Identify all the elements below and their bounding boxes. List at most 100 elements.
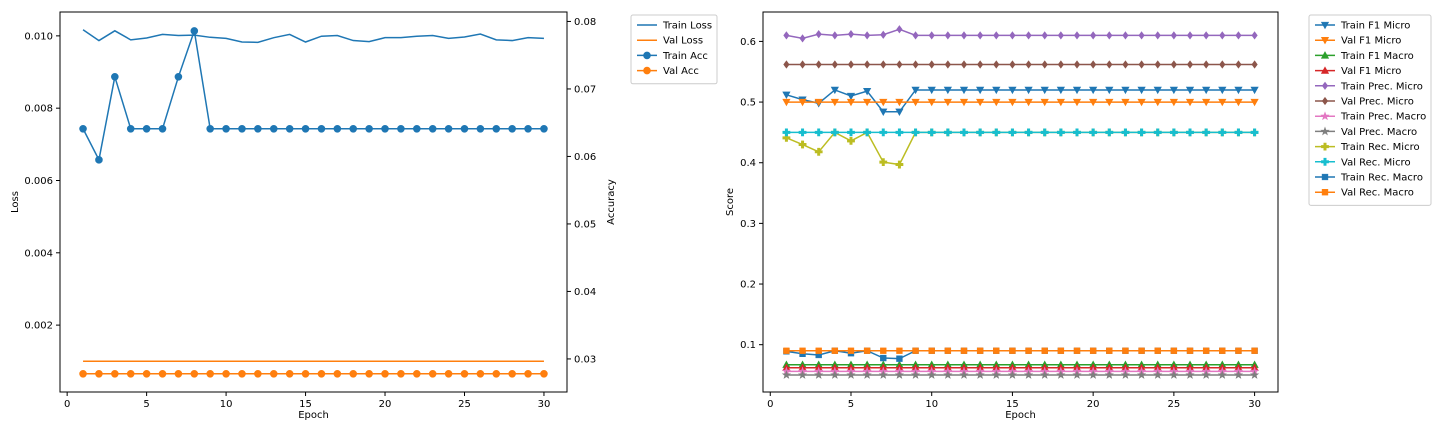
data-point — [862, 370, 872, 379]
data-point — [1234, 98, 1243, 107]
legend-label: Train Prec. Micro — [1340, 81, 1423, 92]
data-point — [976, 347, 984, 354]
data-point — [815, 60, 822, 69]
loss-y-axis-label: Loss — [10, 191, 21, 213]
data-point — [878, 370, 888, 379]
data-point — [174, 72, 183, 81]
data-point — [1219, 31, 1226, 40]
data-point — [1169, 98, 1178, 107]
data-point — [524, 369, 532, 378]
data-point — [1073, 31, 1081, 40]
data-point — [142, 369, 151, 378]
series-val-rec-micro — [782, 128, 1259, 137]
data-point — [783, 60, 790, 69]
data-point — [846, 92, 856, 101]
legend-label: Val Loss — [663, 36, 703, 47]
data-point — [911, 128, 920, 137]
x-tick-label: 0 — [64, 399, 70, 410]
data-point — [879, 158, 888, 167]
data-point — [1218, 86, 1227, 95]
legend-item: Val Prec. Macro — [1315, 126, 1417, 138]
data-point — [783, 347, 790, 354]
data-point — [1008, 86, 1017, 95]
data-point — [847, 60, 855, 69]
data-point — [1219, 347, 1226, 354]
y2-tick-label: 0.06 — [574, 152, 596, 163]
legend-marker — [1320, 126, 1330, 136]
legend-item: Train F1 Micro — [1315, 21, 1410, 32]
data-point — [1153, 86, 1162, 95]
data-point — [1217, 370, 1227, 379]
data-point — [1089, 98, 1098, 107]
y2-tick-label: 0.05 — [574, 219, 596, 230]
data-point — [301, 369, 310, 378]
legend-marker — [1321, 189, 1329, 196]
data-point — [333, 369, 342, 378]
data-point — [863, 98, 872, 107]
data-point — [1170, 60, 1177, 69]
data-point — [158, 124, 167, 133]
data-point — [781, 370, 792, 379]
data-point — [95, 369, 103, 378]
legend-label: Train Rec. Micro — [1340, 142, 1420, 153]
legend-frame — [630, 14, 718, 85]
legend-item: Val F1 Micro — [1315, 66, 1401, 77]
data-point — [798, 98, 807, 107]
y2-tick-label: 0.07 — [574, 84, 596, 95]
x-tick-label: 25 — [458, 399, 471, 410]
y2-tick-label: 0.03 — [574, 354, 596, 365]
data-point — [895, 108, 904, 116]
data-point — [1250, 98, 1259, 107]
data-point — [317, 369, 326, 378]
data-point — [1057, 60, 1064, 69]
data-point — [943, 370, 953, 379]
data-point — [1040, 128, 1049, 137]
data-point — [1073, 347, 1081, 354]
data-point — [1122, 31, 1129, 40]
y-tick-label: 0.004 — [24, 248, 53, 259]
legend-item: Train F1 Macro — [1315, 51, 1414, 62]
data-point — [797, 370, 808, 379]
data-point — [1007, 370, 1018, 379]
data-point — [1025, 60, 1032, 69]
data-point — [238, 124, 246, 133]
data-point — [428, 369, 437, 378]
legend-label: Train Loss — [662, 21, 712, 32]
legend-marker — [1320, 66, 1330, 74]
data-point — [960, 31, 968, 40]
y-tick-label: 0.010 — [24, 31, 53, 42]
data-point — [993, 31, 1000, 40]
data-point — [910, 370, 921, 379]
series-train-loss — [82, 29, 544, 44]
data-point — [111, 72, 119, 81]
series-val-prec-micro — [783, 60, 1258, 69]
data-point — [1138, 347, 1145, 354]
data-point — [1008, 128, 1017, 137]
data-point — [1073, 60, 1081, 69]
legend-item: Train Prec. Micro — [1315, 81, 1423, 92]
series-val-acc — [79, 369, 548, 378]
data-point — [912, 60, 919, 69]
data-point — [1136, 370, 1147, 379]
legend-item: Train Prec. Macro — [1315, 111, 1426, 123]
data-point — [1041, 31, 1048, 40]
data-point — [1008, 98, 1017, 107]
data-point — [238, 369, 246, 378]
data-point — [992, 98, 1001, 107]
data-point — [960, 128, 968, 137]
data-point — [190, 369, 199, 378]
data-point — [444, 369, 453, 378]
data-point — [1056, 370, 1066, 379]
data-point — [879, 128, 888, 137]
data-point — [1089, 128, 1098, 137]
y-tick-label: 0.006 — [24, 176, 53, 187]
legend-label: Val Rec. Micro — [1341, 157, 1411, 168]
data-point — [896, 347, 903, 354]
data-point — [1104, 370, 1114, 379]
data-point — [864, 60, 871, 69]
legend-label: Train F1 Macro — [1340, 51, 1414, 62]
data-point — [846, 370, 856, 379]
data-point — [911, 98, 920, 107]
data-point — [1202, 347, 1210, 354]
data-point — [831, 60, 838, 69]
